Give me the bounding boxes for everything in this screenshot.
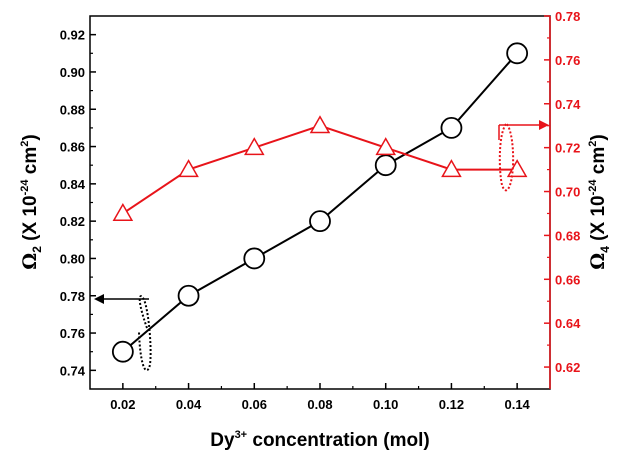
right-tick-label: 0.74 [555, 97, 581, 112]
right-axis-title-unit-exp: 2 [587, 141, 599, 147]
left-axis-indicator-arrowhead [94, 294, 104, 304]
data-point-triangle [441, 159, 462, 178]
annotations: Dy3+ concentration (mol) Ω2 (X 10-24 cm2… [19, 120, 612, 451]
series-layer [111, 42, 529, 363]
right-tick-label: 0.72 [555, 141, 580, 156]
x-tick-label: 0.08 [307, 397, 332, 412]
right-axis-title-text: (X 10 [588, 195, 609, 246]
right-axis-title-close: ) [588, 134, 609, 140]
plot-area [89, 15, 551, 390]
left-tick-label: 0.92 [60, 28, 85, 43]
x-tick-label: 0.02 [110, 397, 135, 412]
x-tick-label: 0.06 [242, 397, 267, 412]
data-point-circle [177, 284, 200, 307]
left-axis-title-text: (X 10 [20, 195, 41, 246]
right-tick-label: 0.78 [555, 9, 580, 24]
data-point-circle [243, 247, 266, 270]
data-point-triangle [375, 137, 397, 156]
data-point-circle [374, 154, 397, 177]
x-axis-title-base: Dy [210, 430, 235, 451]
data-point-triangle [506, 159, 528, 178]
left-axis-title: Ω2 (X 10-24 cm2) [19, 134, 44, 269]
right-axis-indicator-arrowhead [539, 120, 549, 130]
left-axis-indicator-ellipse [138, 295, 152, 371]
right-tick-label: 0.76 [555, 53, 580, 68]
right-axis-ticks: 0.62 0.64 0.66 0.68 0.70 0.72 0.74 0.76 0.78 [544, 9, 581, 375]
x-axis-ticks: 0.02 0.04 0.06 0.08 0.10 0.12 0.14 [110, 383, 531, 412]
right-axis-title: Ω4 (X 10-24 cm2) [587, 134, 612, 269]
right-axis-title-exp: -24 [587, 179, 599, 196]
left-tick-label: 0.78 [60, 289, 85, 304]
left-tick-label: 0.88 [60, 102, 85, 117]
series-line-2 [122, 124, 518, 215]
right-tick-label: 0.66 [555, 272, 580, 287]
data-point-circle [309, 210, 331, 233]
left-axis-title-unit-exp: 2 [19, 141, 31, 147]
right-tick-label: 0.64 [555, 316, 581, 331]
right-tick-label: 0.70 [555, 185, 580, 200]
left-axis-title-sub: 2 [30, 246, 44, 253]
left-tick-label: 0.82 [60, 214, 85, 229]
data-point-circle [506, 42, 529, 65]
right-axis-title-unit: cm [588, 147, 609, 180]
data-point-triangle [112, 202, 134, 221]
left-tick-label: 0.90 [60, 65, 85, 80]
data-point-circle [440, 117, 463, 139]
x-tick-label: 0.04 [176, 397, 202, 412]
data-point-triangle [178, 159, 199, 178]
data-point-triangle [309, 115, 331, 134]
left-tick-label: 0.84 [60, 177, 86, 192]
right-tick-label: 0.68 [555, 228, 580, 243]
left-tick-label: 0.74 [60, 363, 86, 378]
series-line-1 [122, 52, 518, 353]
left-axis-ticks: 0.74 0.76 0.78 0.80 0.82 0.84 0.86 0.88 0.90 0.92 [60, 28, 96, 378]
left-tick-label: 0.76 [60, 326, 85, 341]
left-axis-title-unit: cm [20, 147, 41, 180]
right-tick-label: 0.62 [555, 360, 580, 375]
x-axis-title-sup: 3+ [235, 429, 248, 441]
x-tick-label: 0.14 [504, 397, 530, 412]
left-axis-title-close: ) [20, 134, 41, 140]
left-axis-title-exp: -24 [19, 179, 31, 196]
right-axis-title-symbol: Ω [587, 253, 609, 270]
data-point-circle [111, 340, 134, 363]
right-axis-indicator-ellipse [498, 123, 515, 192]
left-axis-title-symbol: Ω [19, 253, 41, 270]
x-axis-title-rest: concentration (mol) [247, 430, 430, 451]
x-tick-label: 0.12 [439, 397, 464, 412]
x-tick-label: 0.10 [373, 397, 398, 412]
right-axis-title-sub: 4 [598, 246, 612, 253]
data-point-triangle [243, 137, 265, 156]
left-tick-label: 0.80 [60, 251, 85, 266]
x-axis-title: Dy3+ concentration (mol) [210, 429, 429, 451]
left-tick-label: 0.86 [60, 140, 85, 155]
